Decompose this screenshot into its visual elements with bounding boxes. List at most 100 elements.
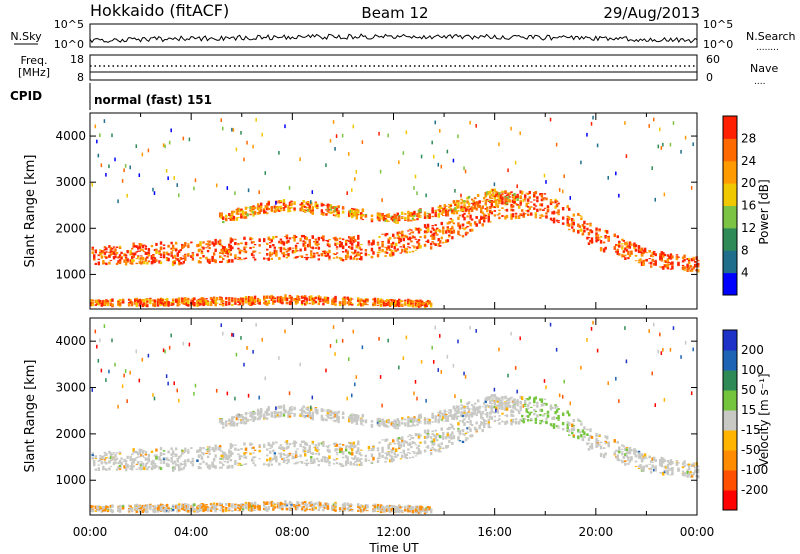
power-cell <box>410 214 413 218</box>
power-cell <box>305 201 308 205</box>
power-cell <box>103 253 107 255</box>
power-cell <box>469 218 472 220</box>
power-cell <box>258 240 261 242</box>
power-cell <box>384 233 387 237</box>
power-cell <box>417 210 421 213</box>
power-cell <box>391 215 395 218</box>
power-cell <box>155 250 158 254</box>
velocity-cell <box>209 509 213 512</box>
velocity-cell <box>182 461 185 463</box>
velocity-cell <box>320 414 324 419</box>
power-cell <box>486 198 489 201</box>
power-speckle <box>510 126 512 131</box>
power-cell <box>279 238 283 241</box>
power-cell <box>300 203 304 208</box>
velocity-cell <box>244 463 248 465</box>
power-cell <box>396 248 399 251</box>
power-cell <box>174 299 178 303</box>
power-cell <box>407 216 410 220</box>
power-cell <box>431 207 434 211</box>
velocity-cell <box>334 459 337 461</box>
power-cell <box>167 301 170 304</box>
power-cell <box>317 300 321 302</box>
power-cell <box>507 192 510 196</box>
power-cell <box>407 230 410 232</box>
power-cell <box>337 210 340 213</box>
power-speckle <box>475 123 477 128</box>
velocity-cell <box>308 444 311 447</box>
power-cell <box>499 195 503 199</box>
power-cell <box>134 299 137 303</box>
power-cell <box>338 242 342 246</box>
power-cell <box>589 229 592 231</box>
velocity-cell <box>190 505 193 507</box>
power-cell <box>473 205 477 209</box>
power-cell <box>519 200 522 202</box>
power-cell <box>231 238 234 242</box>
power-cell <box>229 246 233 251</box>
power-cell <box>408 219 412 221</box>
velocity-cell <box>396 418 399 421</box>
power-cell <box>140 243 143 247</box>
power-cell <box>442 214 445 217</box>
power-cell <box>109 253 113 256</box>
power-cell <box>492 205 495 208</box>
power-cell <box>466 215 469 218</box>
velocity-cell <box>111 509 114 513</box>
velocity-cell <box>303 501 307 503</box>
power-cell <box>533 199 536 201</box>
velocity-cell <box>220 509 223 512</box>
power-cell <box>451 227 454 230</box>
power-cell <box>193 297 196 301</box>
velocity-cell <box>262 415 266 419</box>
power-cell <box>519 195 522 199</box>
velocity-cell <box>396 423 399 425</box>
power-cell <box>293 202 296 205</box>
velocity-cell <box>243 421 246 425</box>
power-cell <box>449 209 453 212</box>
power-speckle <box>246 140 248 145</box>
power-speckle <box>592 115 594 120</box>
power-cell <box>514 212 518 215</box>
velocity-speckle <box>246 346 248 350</box>
velocity-cell <box>272 505 275 509</box>
power-cell <box>174 248 178 252</box>
power-cell <box>621 243 624 245</box>
power-cell <box>231 300 234 302</box>
velocity-cell <box>395 510 398 513</box>
velocity-cell <box>117 466 120 469</box>
power-cell <box>448 234 451 236</box>
power-cell <box>381 299 384 303</box>
power-cell <box>311 209 314 211</box>
power-cell <box>215 299 219 301</box>
power-cell <box>399 300 402 303</box>
velocity-cell <box>372 510 375 512</box>
velocity-cell <box>252 452 255 454</box>
velocity-cell <box>200 503 204 507</box>
power-cell <box>545 212 548 215</box>
velocity-cell <box>323 502 327 506</box>
power-cell <box>105 262 108 266</box>
velocity-cell <box>231 423 234 427</box>
velocity-cell <box>308 415 311 418</box>
power-cell <box>475 201 478 205</box>
power-cell <box>426 300 430 303</box>
power-cell <box>665 264 668 267</box>
power-cell <box>675 256 679 261</box>
velocity-cell <box>308 501 311 505</box>
power-cell <box>464 207 468 212</box>
power-cell <box>367 240 371 244</box>
power-cell <box>357 253 360 257</box>
power-cell <box>91 302 94 305</box>
velocity-cell <box>284 410 287 414</box>
velocity-cell <box>299 461 302 463</box>
power-cell <box>461 214 465 218</box>
power-cell <box>426 215 430 217</box>
power-cell <box>666 261 670 264</box>
velocity-speckle <box>387 338 389 343</box>
velocity-cell <box>120 462 123 466</box>
velocity-cell <box>240 420 243 425</box>
power-cell <box>326 252 330 256</box>
velocity-cell <box>176 459 179 463</box>
power-cell <box>329 208 333 211</box>
